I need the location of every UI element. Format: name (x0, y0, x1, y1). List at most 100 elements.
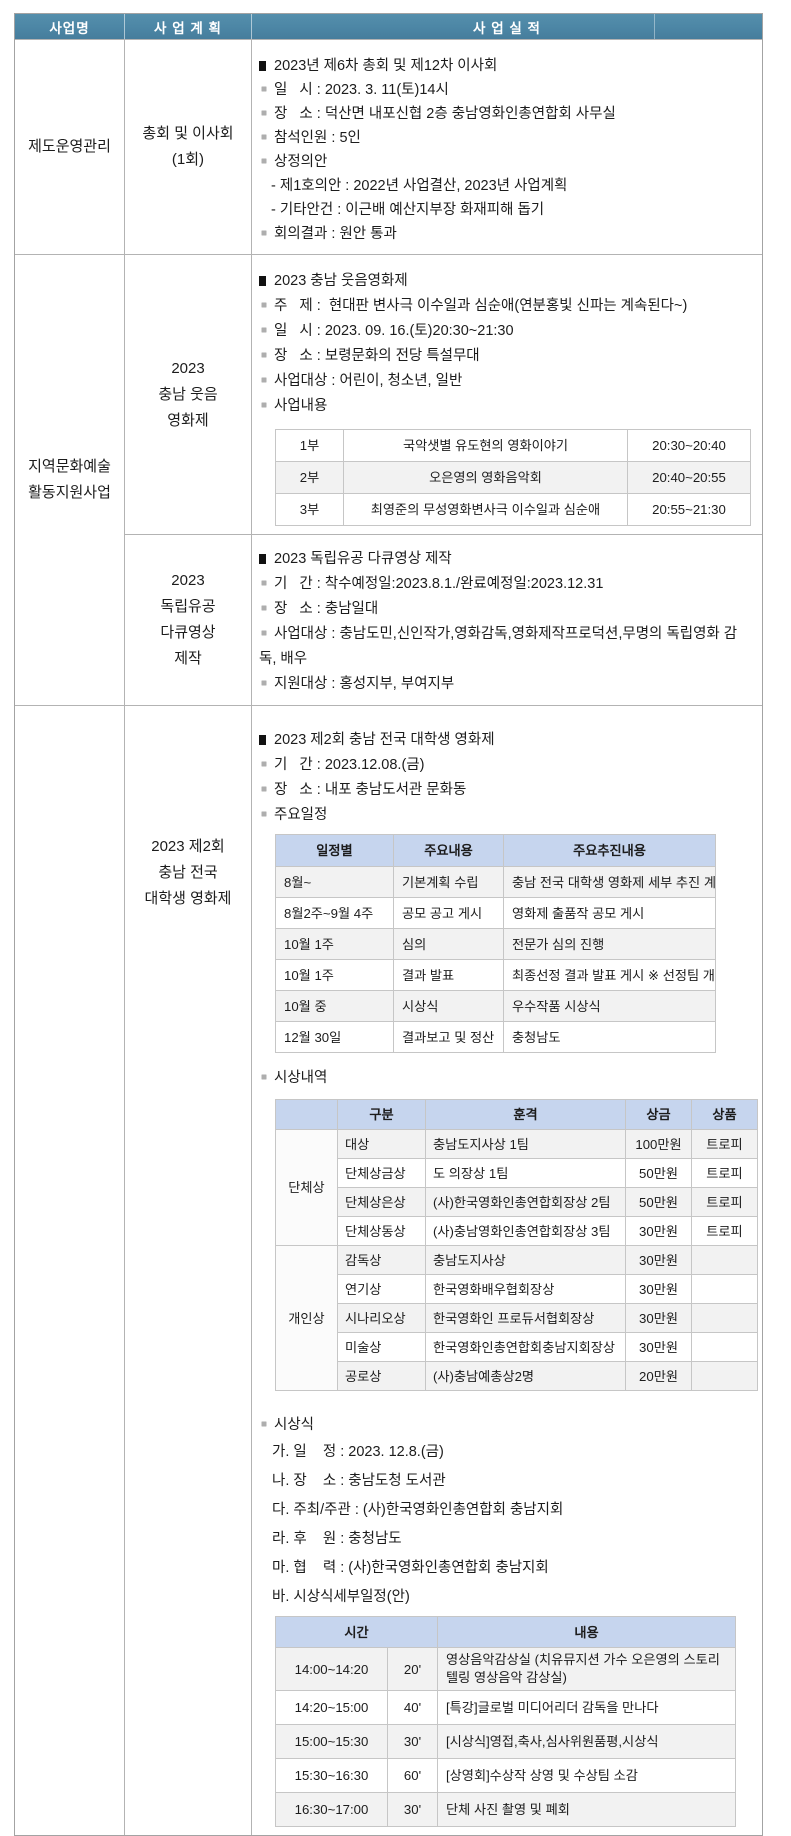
cell: (사)충남예총상2명 (425, 1361, 626, 1391)
cell: (사)한국영화인총연합회장상 2팀 (425, 1187, 626, 1217)
awards-table: 구분 훈격 상금 상품 단체상 대상 충남도지사상 1팀 100만원 트로피 (275, 1099, 758, 1391)
table-cell: 14:00~14:20 (275, 1647, 388, 1691)
table-row: 12월 30일 결과보고 및 정산 충청남도 (275, 1021, 716, 1053)
table-cell: 심의 (393, 928, 504, 960)
table-cell: 30' (386, 1792, 439, 1827)
awards-section-label: 시상내역 (259, 1066, 752, 1091)
result-item: 사업내용 (259, 394, 752, 419)
table-cell: 8월2주~9월 4주 (275, 897, 394, 929)
cell: 50만원 (625, 1187, 692, 1217)
award-group: 단체상 (275, 1129, 338, 1246)
cell: 50만원 (625, 1158, 692, 1188)
table-cell: [특강]글로벌 미디어리더 감독을 만나다 (437, 1690, 737, 1725)
business-plan: 2023 제2회 충남 전국 대학생 영화제 (144, 838, 232, 907)
table-cell: 12월 30일 (275, 1021, 394, 1053)
cell: 트로피 (691, 1216, 758, 1246)
cell: 100만원 (625, 1129, 692, 1159)
table-cell: 국악샛별 유도현의 영화이야기 (343, 429, 628, 462)
table-cell: 8월~ (275, 866, 394, 898)
cell: 30만원 (625, 1303, 692, 1333)
table-row: 단체상 대상 충남도지사상 1팀 100만원 트로피 (275, 1129, 758, 1246)
table-cell: 20' (386, 1647, 439, 1691)
table-row: 공로상 (사)충남예총상2명 20만원 (276, 1361, 758, 1391)
header-divider (654, 14, 655, 39)
result-item: 기 간 : 착수예정일:2023.8.1./완료예정일:2023.12.31 (259, 572, 752, 597)
table-cell: 전문가 심의 진행 (503, 928, 716, 960)
business-plan: 2023 독립유공 다큐영상 제작 (160, 572, 216, 667)
result-subitem: - 기타안건 : 이근배 예산지부장 화재피해 돕기 (271, 202, 545, 218)
ceremony-item: 가. 일 정 : 2023. 12.8.(금) (272, 1444, 444, 1460)
result-title: 2023년 제6차 총회 및 제12차 이사회 (259, 54, 752, 78)
table-row: 단체상은상 (사)한국영화인총연합회장상 2팀 50만원 트로피 (276, 1187, 758, 1217)
result-title: 2023 독립유공 다큐영상 제작 (259, 547, 752, 572)
business-plan-cell: 총회 및 이사회 (1회) (125, 40, 252, 254)
result-item: 장 소 : 충남일대 (259, 597, 752, 622)
ceremony-detail-schedule-table: 시간 내용 14:00~14:20 20' 영상음악감상실 (치유뮤지션 가수 오은… (274, 1616, 737, 1827)
cell (691, 1245, 758, 1275)
table-cell: 10월 1주 (275, 959, 394, 991)
cell: 30만원 (625, 1245, 692, 1275)
cell: 단체상동상 (337, 1216, 426, 1246)
table-cell: 결과 발표 (393, 959, 504, 991)
cell: 트로피 (691, 1187, 758, 1217)
table-cell: 최영준의 무성영화변사극 이수일과 심순애 (343, 493, 628, 526)
cell: 한국영화배우협회장상 (425, 1274, 626, 1304)
table-cell: 3부 (275, 493, 344, 526)
result-item: 기 간 : 2023.12.08.(금) (259, 753, 752, 778)
column-header: 주요내용 (393, 834, 504, 867)
column-header: 훈격 (425, 1099, 626, 1130)
table-row: 10월 중 시상식 우수작품 시상식 (275, 990, 716, 1022)
result-item: 주요일정 (259, 803, 752, 828)
cell: (사)충남영화인총연합회장상 3팀 (425, 1216, 626, 1246)
cell (691, 1303, 758, 1333)
ceremony-section-label: 시상식 (259, 1413, 752, 1438)
table-row: 15:30~16:30 60' [상영회]수상작 상영 및 수상팀 소감 (275, 1758, 737, 1793)
ceremony-item: 마. 협 력 : (사)한국영화인총연합회 충남지회 (272, 1560, 549, 1576)
result-title: 2023 제2회 충남 전국 대학생 영화제 (259, 728, 752, 753)
table-cell: 충청남도 (503, 1021, 716, 1053)
result-item: 상정의안 (259, 150, 752, 174)
cell: 한국영화인 프로듀서협회장상 (425, 1303, 626, 1333)
cell: 단체상은상 (337, 1187, 426, 1217)
table-row: 시나리오상 한국영화인 프로듀서협회장상 30만원 (276, 1303, 758, 1333)
column-header (275, 1099, 338, 1130)
table-header-row: 시간 내용 (274, 1616, 737, 1648)
award-group: 개인상 (275, 1245, 338, 1391)
group-subrows: 2023 충남 웃음 영화제 2023 충남 웃음영화제 주 제 : 현대판 변… (125, 255, 762, 705)
column-header: 상품 (691, 1099, 758, 1130)
table-cell: 공모 공고 게시 (393, 897, 504, 929)
result-item: 일 시 : 2023. 09. 16.(토)20:30~21:30 (259, 319, 752, 344)
cell: 시나리오상 (337, 1303, 426, 1333)
cell: 단체상금상 (337, 1158, 426, 1188)
cell (691, 1274, 758, 1304)
cell: 도 의장상 1팀 (425, 1158, 626, 1188)
result-title: 2023 충남 웃음영화제 (259, 269, 752, 294)
table-cell: 우수작품 시상식 (503, 990, 716, 1022)
cell: 20만원 (625, 1361, 692, 1391)
result-item: 사업대상 : 어린이, 청소년, 일반 (259, 369, 752, 394)
business-results-cell: 2023 충남 웃음영화제 주 제 : 현대판 변사극 이수일과 심순애(연분홍… (252, 255, 762, 534)
table-cell: 오은영의 영화음악회 (343, 461, 628, 494)
column-header: 상금 (625, 1099, 692, 1130)
result-item: 회의결과 : 원안 통과 (259, 222, 752, 246)
table-cell: 시상식 (393, 990, 504, 1022)
row-group-regional-culture: 지역문화예술 활동지원사업 2023 충남 웃음 영화제 2023 충남 웃음영… (15, 254, 762, 705)
table-cell: 15:30~16:30 (275, 1758, 388, 1793)
table-row: 15:00~15:30 30' [시상식]영접,축사,심사위원품평,시상식 (275, 1724, 737, 1759)
business-results-cell: 2023 제2회 충남 전국 대학생 영화제 기 간 : 2023.12.08.… (252, 706, 762, 1835)
result-item: 일 시 : 2023. 3. 11(토)14시 (259, 78, 752, 102)
table-cell: 60' (386, 1758, 439, 1793)
program-parts-table: 1부 국악샛별 유도현의 영화이야기 20:30~20:40 2부 오은영의 영화음악회… (275, 429, 751, 526)
business-name-cell (15, 706, 125, 1835)
cell: 30만원 (625, 1332, 692, 1362)
results-content: 2023 제2회 충남 전국 대학생 영화제 기 간 : 2023.12.08.… (252, 706, 762, 1835)
table-cell: 14:20~15:00 (275, 1690, 388, 1725)
table-row: 개인상 감독상 충남도지사상 30만원 (275, 1245, 758, 1391)
table-cell: [상영회]수상작 상영 및 수상팀 소감 (437, 1758, 737, 1793)
business-name: 제도운영관리 (28, 138, 111, 155)
cell: 미술상 (337, 1332, 426, 1362)
cell: 트로피 (691, 1129, 758, 1159)
table-cell: [시상식]영접,축사,심사위원품평,시상식 (437, 1724, 737, 1759)
business-plan: 2023 충남 웃음 영화제 (158, 359, 218, 429)
